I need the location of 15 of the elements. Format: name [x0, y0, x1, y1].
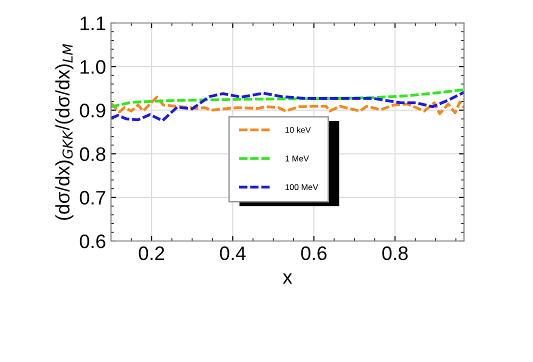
legend-label: 10 keV: [286, 126, 311, 133]
x-tick-label: 0.2: [138, 246, 164, 260]
y-tick-label: 0.6: [80, 234, 106, 248]
x-tick-label: 0.8: [382, 246, 408, 260]
y-tick-label: 0.7: [80, 190, 106, 205]
y-tick-label: 0.9: [80, 104, 106, 118]
x-tick-label: 0.4: [220, 246, 246, 260]
y-tick-label: 1.1: [80, 16, 106, 30]
x-axis-title: x: [282, 273, 292, 284]
y-tick-label: 0.8: [80, 147, 106, 162]
x-tick-label: 0.6: [301, 246, 327, 260]
y-axis-title: (dσ/dx)$_{GKK}$/(dσ/dx)$_{LM}$: [55, 44, 74, 220]
legend-label: 1 MeV: [286, 156, 309, 162]
legend-label: 100 MeV: [286, 184, 318, 190]
y-tick-label: 1.0: [80, 60, 106, 74]
